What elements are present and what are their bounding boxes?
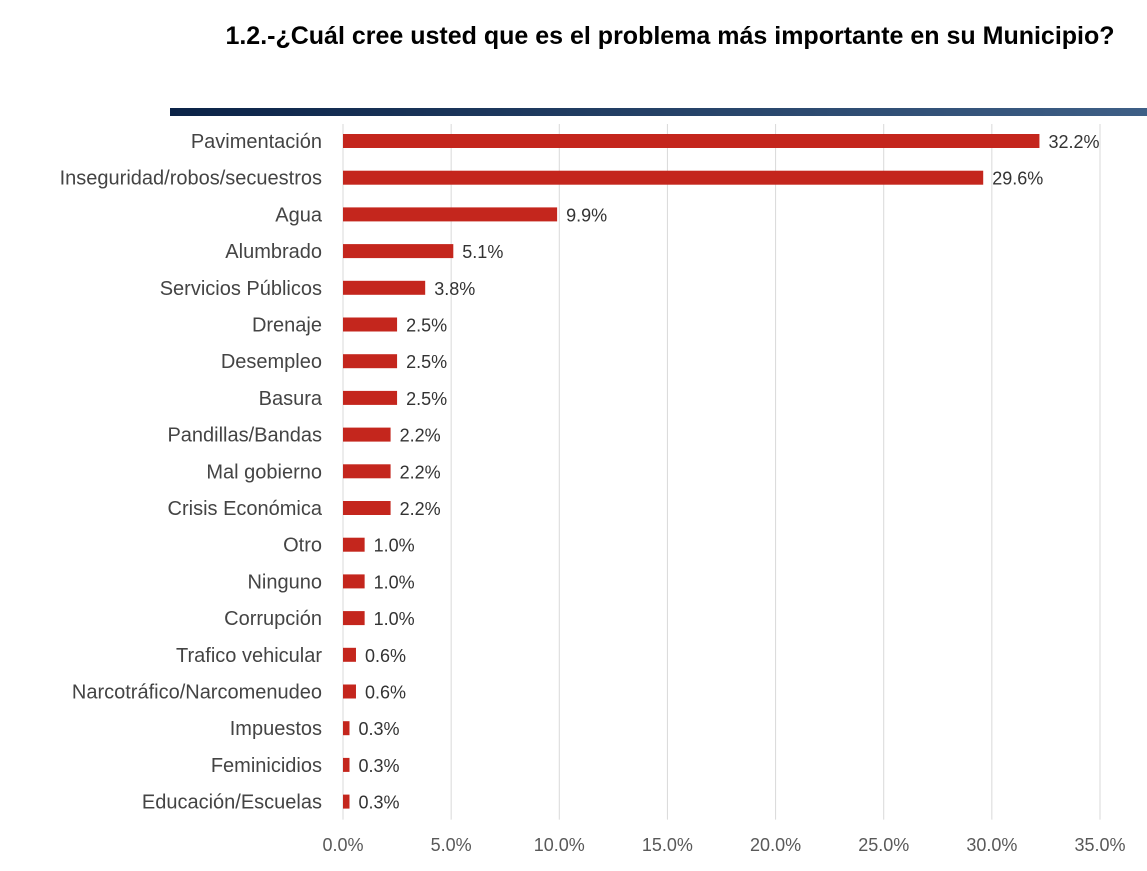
x-tick-label: 35.0%	[1074, 835, 1125, 855]
bar	[343, 134, 1040, 148]
data-label: 1.0%	[374, 536, 415, 556]
category-label: Drenaje	[252, 315, 322, 337]
bar	[343, 757, 350, 772]
title-underline-bar	[170, 108, 1147, 116]
category-label: Servicios Públicos	[160, 278, 322, 300]
bar	[343, 280, 426, 295]
bar	[343, 390, 398, 405]
category-labels: Pavimentación Inseguridad/robos/secuestro…	[60, 131, 323, 814]
category-label: Mal gobierno	[206, 461, 322, 483]
data-label: 1.0%	[374, 572, 415, 592]
data-label: 1.0%	[374, 609, 415, 629]
category-label: Ninguno	[247, 571, 322, 593]
data-label: 29.6%	[992, 169, 1043, 189]
bar	[343, 170, 984, 185]
bars	[343, 134, 1040, 809]
bar	[343, 537, 365, 552]
bar	[343, 464, 391, 479]
category-label: Pandillas/Bandas	[167, 425, 322, 447]
chart-title: 1.2.-¿Cuál cree usted que es el problema…	[225, 22, 1115, 50]
data-label: 9.9%	[566, 205, 607, 225]
data-label: 5.1%	[462, 242, 503, 262]
bar	[343, 244, 454, 259]
bar	[343, 647, 356, 662]
bar	[343, 721, 350, 736]
bar	[343, 501, 391, 515]
data-label: 3.8%	[434, 279, 475, 299]
category-label: Trafico vehicular	[176, 645, 322, 667]
category-label: Alumbrado	[225, 241, 322, 263]
data-label: 2.2%	[400, 462, 441, 482]
bar	[343, 207, 558, 222]
data-label: 2.5%	[406, 389, 447, 409]
bar	[343, 684, 356, 699]
bar	[343, 611, 365, 626]
data-label: 32.2%	[1048, 132, 1099, 152]
bar	[343, 427, 391, 442]
category-label: Inseguridad/robos/secuestros	[60, 168, 322, 190]
x-tick-label: 0.0%	[322, 835, 363, 855]
bar	[343, 794, 350, 809]
category-label: Educación/Escuelas	[142, 792, 322, 814]
category-label: Basura	[259, 388, 323, 410]
data-label: 0.6%	[365, 683, 406, 703]
x-tick-label: 10.0%	[534, 835, 585, 855]
data-label: 2.2%	[400, 426, 441, 446]
data-label: 0.3%	[358, 719, 399, 739]
category-label: Feminicidios	[211, 755, 322, 777]
category-label: Impuestos	[230, 718, 322, 740]
x-tick-label: 30.0%	[966, 835, 1017, 855]
data-label: 0.3%	[358, 756, 399, 776]
data-label: 0.6%	[365, 646, 406, 666]
category-label: Crisis Económica	[168, 498, 323, 520]
data-label: 2.2%	[400, 499, 441, 519]
x-tick-label: 5.0%	[431, 835, 472, 855]
category-label: Otro	[283, 535, 322, 557]
x-tick-label: 25.0%	[858, 835, 909, 855]
category-label: Corrupción	[224, 608, 322, 630]
x-tick-label: 15.0%	[642, 835, 693, 855]
value-labels: 32.2%29.6% 9.9% 5.1% 3.8% 2.5% 2.5% 2.5% 2.2% 2.…	[358, 132, 1099, 813]
category-label: Narcotráfico/Narcomenudeo	[72, 682, 322, 704]
bar	[343, 574, 365, 589]
gridlines	[342, 124, 1101, 820]
category-label: Agua	[275, 204, 323, 226]
data-label: 0.3%	[358, 793, 399, 813]
category-label: Pavimentación	[191, 131, 322, 153]
category-label: Desempleo	[221, 351, 322, 373]
bar	[343, 354, 398, 369]
bar	[343, 317, 398, 332]
x-axis-tick-labels: 0.0% 5.0% 10.0% 15.0% 20.0% 25.0% 30.0% 35.0%	[322, 835, 1125, 855]
data-label: 2.5%	[406, 316, 447, 336]
x-tick-label: 20.0%	[750, 835, 801, 855]
data-label: 2.5%	[406, 352, 447, 372]
